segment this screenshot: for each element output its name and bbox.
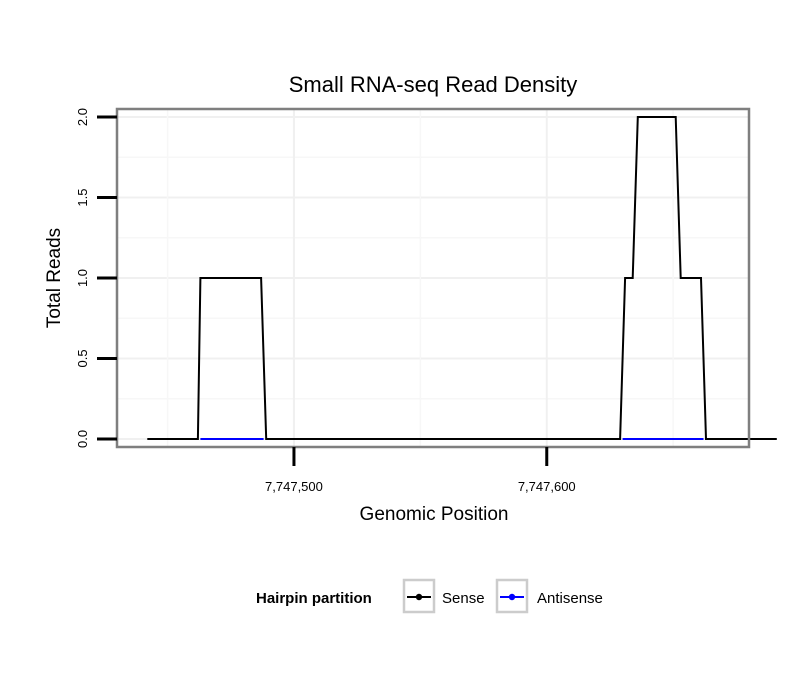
y-axis: 0.0 0.5 1.0 1.5 2.0 bbox=[75, 108, 117, 448]
y-tick-label: 2.0 bbox=[75, 108, 90, 126]
x-tick-label: 7,747,500 bbox=[265, 479, 323, 494]
chart-title: Small RNA-seq Read Density bbox=[289, 72, 578, 97]
legend-key-dot-antisense bbox=[508, 593, 516, 601]
y-tick-label: 0.5 bbox=[75, 349, 90, 367]
legend-label-antisense: Antisense bbox=[537, 590, 603, 607]
y-tick-label: 0.0 bbox=[75, 430, 90, 448]
x-axis-title: Genomic Position bbox=[360, 504, 509, 525]
legend: Hairpin partition Sense Antisense bbox=[256, 578, 603, 614]
series-layer bbox=[147, 116, 777, 440]
legend-key-dot-sense bbox=[415, 593, 423, 601]
legend-item-antisense: Antisense bbox=[495, 578, 603, 614]
legend-label-sense: Sense bbox=[442, 590, 485, 607]
y-tick-label: 1.0 bbox=[75, 269, 90, 287]
y-tick-label: 1.5 bbox=[75, 188, 90, 206]
legend-item-sense: Sense bbox=[402, 578, 485, 614]
x-axis: 7,747,500 7,747,600 bbox=[265, 447, 576, 494]
y-axis-title: Total Reads bbox=[44, 228, 65, 328]
grid bbox=[117, 109, 749, 447]
x-tick-label: 7,747,600 bbox=[518, 479, 576, 494]
series-line-sense bbox=[147, 116, 777, 440]
legend-title: Hairpin partition bbox=[256, 590, 372, 607]
